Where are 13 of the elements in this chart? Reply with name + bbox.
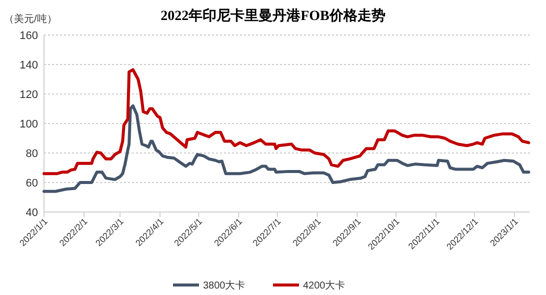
- y-tick-label: 100: [20, 118, 38, 130]
- legend-label: 3800大卡: [203, 280, 246, 292]
- line-series: [42, 104, 530, 193]
- y-tick-label: 80: [26, 148, 38, 160]
- y-tick-label: 140: [20, 59, 38, 72]
- y-axis-title: （美元/吨）: [4, 13, 57, 25]
- line-series: [42, 68, 530, 176]
- chart-title: 2022年印尼卡里曼丹港FOB价格走势: [160, 8, 386, 24]
- y-tick-label: 40: [26, 206, 38, 219]
- y-tick-label: 160: [20, 30, 38, 42]
- y-tick-label: 60: [26, 177, 38, 190]
- y-tick-label: 120: [20, 88, 38, 101]
- legend-label: 4200大卡: [303, 280, 346, 292]
